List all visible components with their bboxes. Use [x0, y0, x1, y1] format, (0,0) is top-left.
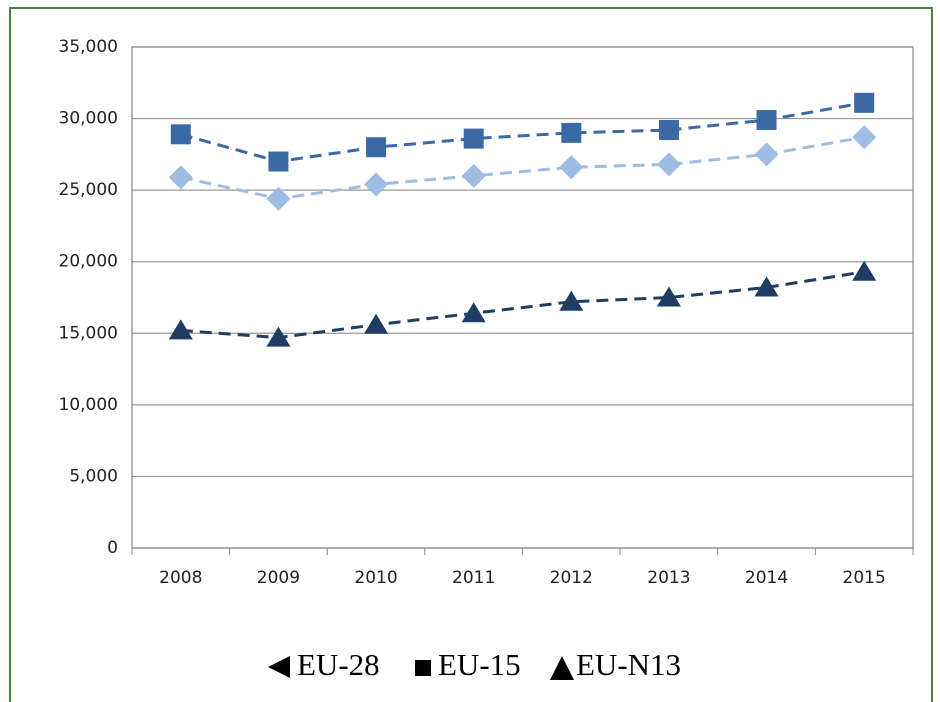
y-tick-label: 0 — [107, 538, 118, 558]
frame — [9, 7, 933, 702]
marker — [461, 302, 486, 323]
marker — [364, 313, 389, 334]
legend: EU-28 EU-15 EU-N13 — [268, 647, 681, 682]
marker — [559, 155, 584, 180]
marker — [366, 137, 387, 158]
y-tick-label: 25,000 — [59, 180, 118, 200]
marker — [854, 92, 875, 113]
marker — [168, 165, 193, 190]
marker — [852, 125, 877, 150]
marker — [658, 120, 679, 141]
x-tick-label: 2015 — [843, 568, 886, 588]
y-tick-label: 35,000 — [59, 37, 118, 57]
marker — [756, 110, 777, 131]
marker — [559, 290, 584, 311]
marker — [461, 163, 486, 188]
y-tick-label: 20,000 — [59, 252, 118, 272]
marker — [170, 124, 191, 145]
series-line — [180, 101, 865, 164]
x-tick-label: 2013 — [647, 568, 690, 588]
series-line — [180, 135, 865, 201]
marker — [364, 172, 389, 197]
x-tick-label: 2011 — [452, 568, 495, 588]
marker — [852, 260, 877, 281]
marker — [754, 276, 779, 297]
marker — [561, 122, 582, 143]
legend-symbol — [268, 656, 290, 678]
marker — [656, 286, 681, 307]
y-tick-label: 30,000 — [59, 109, 118, 129]
x-tick-label: 2009 — [257, 568, 300, 588]
x-tick-label: 2010 — [354, 568, 397, 588]
marker — [463, 128, 484, 149]
series-line — [180, 270, 865, 340]
marker — [656, 152, 681, 177]
legend-symbol — [415, 660, 431, 676]
marker — [754, 142, 779, 167]
marker — [266, 186, 291, 211]
marker — [168, 319, 193, 340]
x-tick-label: 2008 — [159, 568, 202, 588]
x-tick-label: 2012 — [550, 568, 593, 588]
y-tick-label: 15,000 — [59, 323, 118, 343]
marker — [268, 151, 289, 172]
plot-border — [131, 46, 914, 549]
marker — [266, 326, 291, 347]
x-tick-label: 2014 — [745, 568, 788, 588]
legend-label: EU-15 — [438, 647, 521, 682]
legend-label: EU-N13 — [576, 647, 681, 682]
legend-symbol — [550, 656, 574, 680]
y-tick-label: 10,000 — [59, 395, 118, 415]
legend-label: EU-28 — [297, 647, 380, 682]
plot-area: 0 5,000 10,000 15,000 20,000 25,000 30,000 35,0… — [59, 37, 914, 588]
y-tick-label: 5,000 — [69, 466, 118, 486]
